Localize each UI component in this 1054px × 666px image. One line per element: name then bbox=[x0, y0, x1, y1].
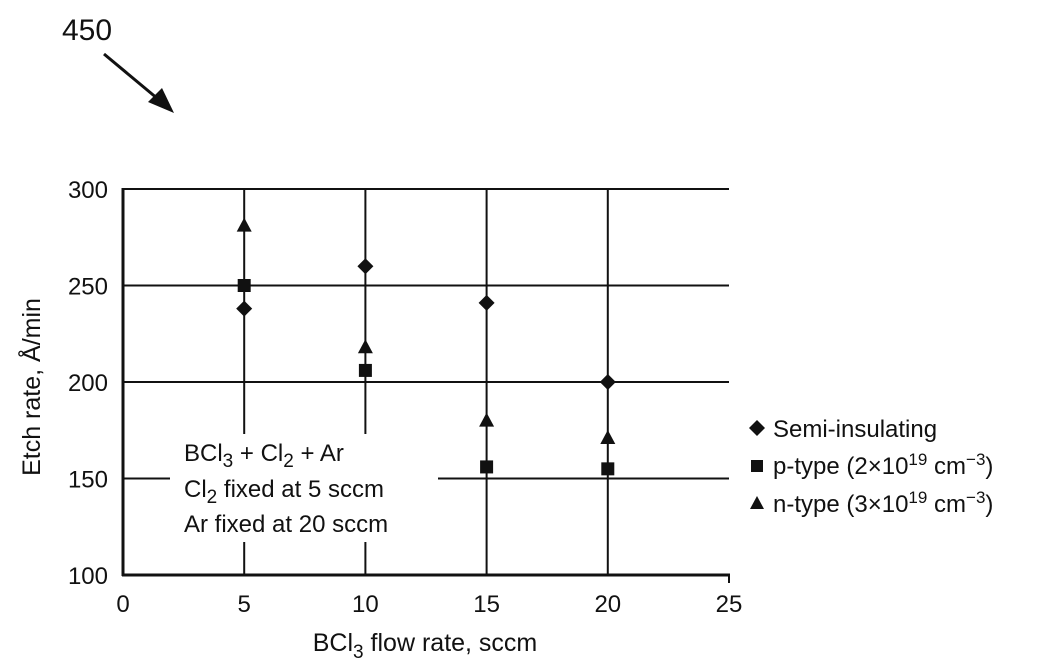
semi-insulating-point bbox=[478, 294, 495, 311]
semi-insulating-point bbox=[599, 374, 616, 390]
x-axis-tick-labels: 0 5 10 15 20 25 bbox=[116, 591, 742, 618]
data-points bbox=[236, 217, 616, 476]
reference-arrow bbox=[103, 52, 174, 113]
axes bbox=[121, 188, 730, 583]
legend-item-semi-insulating: Semi-insulating bbox=[749, 416, 937, 443]
x-tick-label: 20 bbox=[594, 591, 621, 618]
annotation-line-3: Ar fixed at 20 sccm bbox=[184, 511, 388, 538]
conditions-annotation: BCl3 + Cl2 + Ar Cl2 fixed at 5 sccm Ar f… bbox=[170, 434, 438, 542]
legend-label-n-type: n-type (3×1019 cm−3) bbox=[773, 488, 993, 518]
annotation-line-1: BCl3 + Cl2 + Ar bbox=[184, 440, 344, 472]
y-tick-label: 250 bbox=[68, 274, 108, 301]
p-type-point bbox=[358, 363, 372, 377]
p-type-point bbox=[480, 460, 494, 474]
figure-reference-number: 450 bbox=[62, 14, 112, 47]
y-axis-tick-labels: 300 250 200 150 100 bbox=[68, 177, 108, 590]
semi-insulating-point bbox=[357, 258, 374, 275]
legend-label-p-type: p-type (2×1019 cm−3) bbox=[773, 450, 993, 480]
legend-item-n-type: n-type (3×1019 cm−3) bbox=[750, 488, 993, 518]
n-type-point bbox=[600, 429, 616, 444]
y-tick-label: 150 bbox=[68, 467, 108, 494]
triangle-marker-icon bbox=[750, 496, 764, 509]
x-tick-label: 0 bbox=[116, 591, 129, 618]
n-type-point bbox=[236, 217, 252, 232]
legend-label-semi-insulating: Semi-insulating bbox=[773, 416, 937, 443]
legend-item-p-type: p-type (2×1019 cm−3) bbox=[751, 450, 993, 480]
x-axis-title: BCl3 flow rate, sccm bbox=[313, 629, 538, 663]
x-tick-label: 10 bbox=[352, 591, 379, 618]
x-tick-label: 5 bbox=[238, 591, 251, 618]
diamond-marker-icon bbox=[749, 420, 765, 436]
annotation-line-2: Cl2 fixed at 5 sccm bbox=[184, 476, 384, 508]
y-tick-label: 200 bbox=[68, 370, 108, 397]
y-tick-label: 300 bbox=[68, 177, 108, 204]
n-type-point bbox=[357, 339, 373, 354]
x-tick-label: 15 bbox=[473, 591, 500, 618]
p-type-point bbox=[601, 462, 615, 476]
p-type-point bbox=[237, 279, 251, 292]
legend: Semi-insulating p-type (2×1019 cm−3) n-t… bbox=[749, 416, 993, 518]
y-axis-title: Etch rate, Å/min bbox=[16, 298, 46, 476]
square-marker-icon bbox=[751, 460, 763, 472]
semi-insulating-point bbox=[236, 300, 253, 317]
n-type-point bbox=[479, 412, 495, 427]
y-tick-label: 100 bbox=[68, 563, 108, 590]
x-tick-label: 25 bbox=[716, 591, 743, 618]
